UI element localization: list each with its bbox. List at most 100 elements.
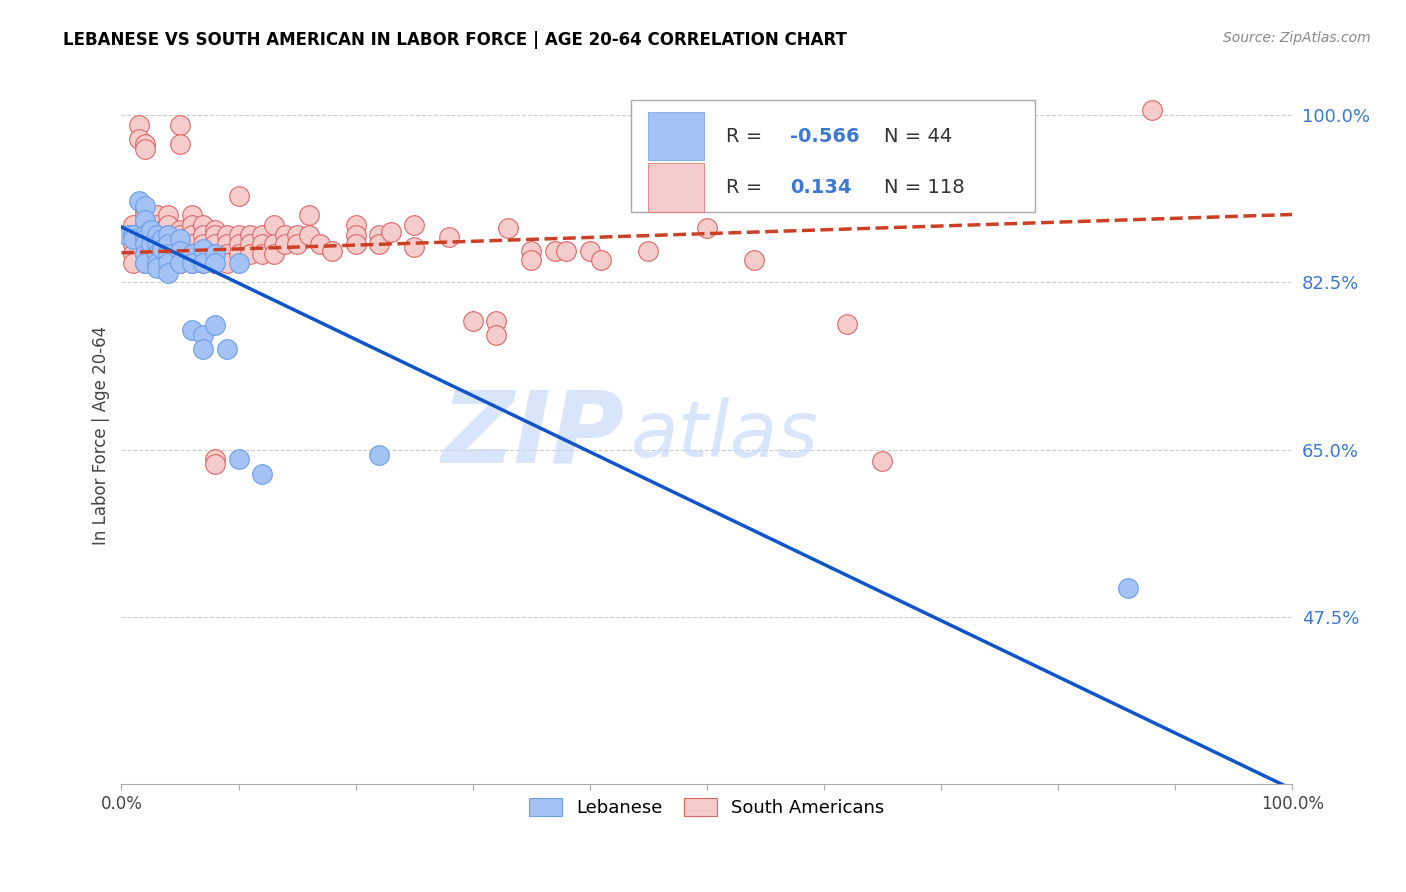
- Point: [204, 256, 226, 270]
- Point: [543, 244, 565, 258]
- Point: [157, 266, 180, 280]
- Point: [555, 244, 578, 258]
- Point: [145, 256, 167, 270]
- Point: [117, 227, 139, 242]
- Point: [298, 227, 321, 242]
- Point: [263, 218, 285, 232]
- Point: [228, 256, 250, 270]
- Point: [215, 237, 238, 252]
- Point: [193, 343, 215, 357]
- Point: [169, 232, 191, 246]
- Point: [139, 237, 162, 252]
- Point: [193, 256, 215, 270]
- Point: [122, 246, 145, 260]
- Point: [193, 256, 215, 270]
- Point: [134, 141, 156, 155]
- Point: [122, 232, 145, 246]
- Point: [228, 246, 250, 260]
- Point: [204, 246, 226, 260]
- Point: [263, 237, 285, 252]
- Point: [122, 227, 145, 242]
- Point: [215, 227, 238, 242]
- Point: [163, 227, 186, 242]
- Point: [169, 136, 191, 151]
- Point: [139, 223, 162, 237]
- Point: [134, 246, 156, 260]
- Point: [122, 227, 145, 242]
- Point: [139, 227, 162, 242]
- Y-axis label: In Labor Force | Age 20-64: In Labor Force | Age 20-64: [93, 326, 110, 545]
- Point: [461, 313, 484, 327]
- Point: [145, 218, 167, 232]
- Point: [404, 240, 426, 254]
- Point: [163, 237, 186, 252]
- FancyBboxPatch shape: [648, 163, 704, 212]
- Point: [180, 227, 202, 242]
- Point: [298, 209, 321, 223]
- Point: [204, 256, 226, 270]
- Point: [872, 454, 894, 468]
- Point: [193, 227, 215, 242]
- Point: [180, 218, 202, 232]
- Point: [145, 246, 167, 260]
- Point: [204, 227, 226, 242]
- Point: [122, 237, 145, 252]
- Text: 0.134: 0.134: [790, 178, 852, 197]
- Point: [368, 448, 391, 462]
- Point: [117, 227, 139, 242]
- Point: [180, 237, 202, 252]
- Point: [180, 256, 202, 270]
- Point: [134, 203, 156, 218]
- Point: [134, 256, 156, 270]
- Point: [169, 118, 191, 132]
- Point: [274, 227, 297, 242]
- Point: [157, 256, 180, 270]
- Point: [368, 227, 391, 242]
- FancyBboxPatch shape: [648, 112, 704, 161]
- Point: [139, 237, 162, 252]
- Point: [228, 237, 250, 252]
- Point: [122, 256, 145, 270]
- Point: [134, 227, 156, 242]
- Text: LEBANESE VS SOUTH AMERICAN IN LABOR FORCE | AGE 20-64 CORRELATION CHART: LEBANESE VS SOUTH AMERICAN IN LABOR FORC…: [63, 31, 848, 49]
- Point: [439, 230, 461, 244]
- Point: [157, 256, 180, 270]
- Point: [180, 323, 202, 337]
- Point: [180, 246, 202, 260]
- Point: [180, 246, 202, 260]
- Point: [215, 256, 238, 270]
- Point: [204, 246, 226, 260]
- Point: [157, 227, 180, 242]
- Point: [344, 227, 367, 242]
- Point: [228, 227, 250, 242]
- Point: [152, 227, 174, 242]
- Point: [380, 225, 402, 239]
- Point: [520, 253, 543, 268]
- Point: [696, 220, 718, 235]
- Point: [157, 237, 180, 252]
- Point: [344, 218, 367, 232]
- Text: ZIP: ZIP: [441, 387, 624, 483]
- Point: [134, 237, 156, 252]
- Point: [134, 218, 156, 232]
- Point: [193, 218, 215, 232]
- Point: [134, 199, 156, 213]
- Point: [145, 246, 167, 260]
- Point: [404, 218, 426, 232]
- Point: [180, 209, 202, 223]
- Point: [215, 246, 238, 260]
- Point: [134, 237, 156, 252]
- Point: [157, 209, 180, 223]
- Point: [485, 313, 508, 327]
- Point: [344, 237, 367, 252]
- Point: [134, 246, 156, 260]
- Point: [204, 318, 226, 333]
- Text: R =: R =: [725, 127, 768, 145]
- Point: [157, 227, 180, 242]
- Point: [122, 218, 145, 232]
- Point: [228, 189, 250, 203]
- Point: [204, 457, 226, 471]
- Point: [285, 227, 308, 242]
- Point: [228, 452, 250, 467]
- Point: [152, 237, 174, 252]
